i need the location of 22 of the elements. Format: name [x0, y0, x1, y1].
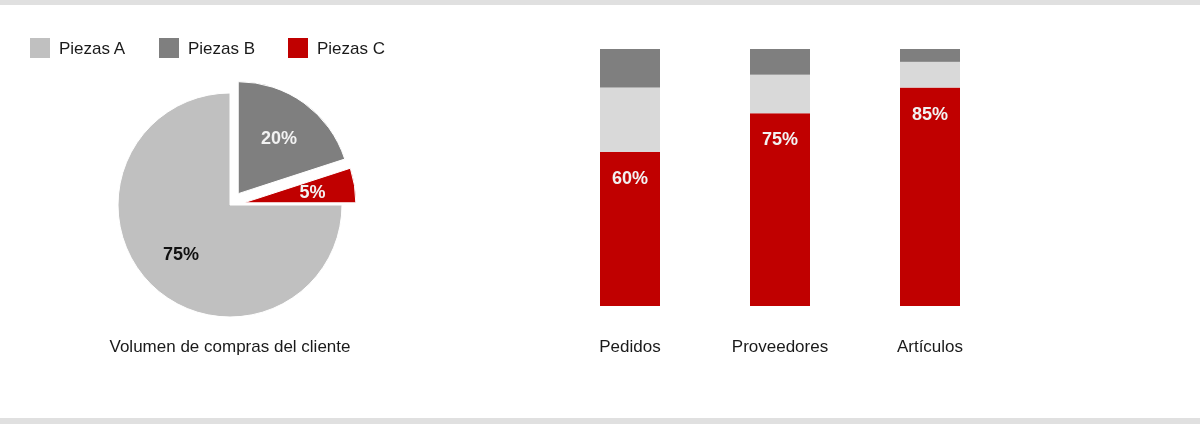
x-tick-label: Pedidos: [599, 337, 661, 356]
bar: [600, 87, 660, 152]
x-tick-label: Proveedores: [731, 337, 829, 356]
text: Volumen de compras del cliente: [109, 337, 351, 356]
data-label: 5%: [299, 181, 326, 202]
data-label: 85%: [911, 103, 949, 124]
bar: [600, 151, 660, 306]
bar: [750, 49, 810, 75]
data-label: 60%: [611, 167, 649, 188]
legend-label: Piezas B: [188, 38, 256, 58]
legend-label: Piezas A: [59, 38, 126, 58]
data-label: 75%: [761, 129, 799, 150]
data-label: 20%: [261, 127, 298, 148]
x-tick-label: Artículos: [896, 337, 964, 356]
data-label: 75%: [162, 244, 199, 265]
bar: [600, 49, 660, 88]
bar: [900, 87, 960, 306]
bar: [750, 113, 810, 306]
bar: [750, 74, 810, 114]
legend-label: Piezas C: [317, 38, 386, 58]
bar: [900, 49, 960, 62]
bar: [900, 61, 960, 88]
